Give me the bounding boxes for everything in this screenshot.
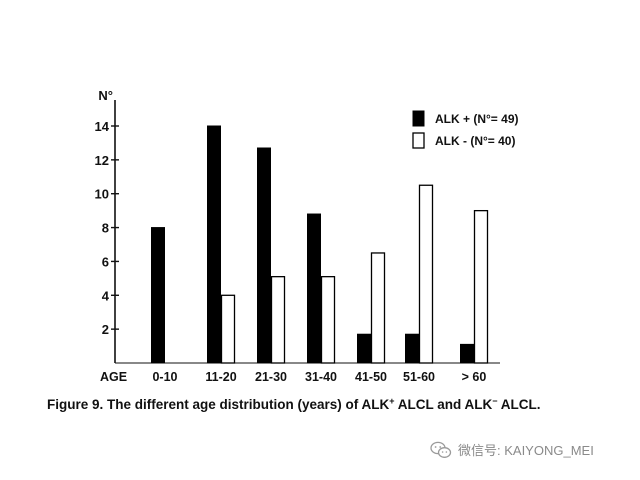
y-tick-label: 6 (102, 254, 109, 269)
x-category-label: 51-60 (403, 370, 435, 384)
bar-alk-positive (151, 227, 165, 364)
legend-label-alk-positive: ALK + (N°= 49) (435, 112, 518, 126)
y-tick-label: 12 (95, 153, 109, 168)
legend-label-alk-negative: ALK - (N°= 40) (435, 134, 515, 148)
x-category-label: 11-20 (205, 370, 236, 384)
y-tick-label: 4 (102, 288, 110, 303)
legend-swatch-alk-positive (412, 110, 425, 127)
figure-caption: Figure 9. The different age distribution… (47, 396, 627, 412)
bar-alk-negative (320, 276, 336, 364)
bar-alk-negative (370, 252, 386, 364)
x-axis-label: AGE (100, 370, 127, 384)
y-axis-label: N° (98, 88, 113, 103)
bar-alk-positive (257, 147, 271, 364)
caption-middle: ALCL and ALK (394, 397, 493, 412)
x-category-label: 31-40 (305, 370, 337, 384)
x-category-label: 41-50 (355, 370, 387, 384)
bar-alk-positive (405, 333, 419, 364)
bar-alk-positive (357, 333, 371, 364)
watermark-text: 微信号: KAIYONG_MEI (458, 443, 594, 458)
bar-alk-negative (270, 276, 286, 364)
y-tick-label: 14 (95, 119, 110, 134)
watermark: 微信号: KAIYONG_MEI (430, 440, 594, 459)
bar-alk-negative (418, 184, 434, 364)
bar-alk-positive (460, 343, 474, 364)
caption-superscript-plus: + (389, 396, 395, 406)
bar-alk-negative (473, 209, 489, 364)
bar-alk-positive (307, 213, 321, 364)
caption-prefix: Figure 9. The different age distribution… (47, 397, 390, 412)
x-category-label: > 60 (462, 370, 487, 384)
caption-superscript-minus: − (492, 396, 498, 406)
wechat-icon (430, 441, 452, 458)
bar-alk-negative (220, 294, 236, 364)
y-tick-label: 8 (102, 221, 109, 236)
legend-swatch-alk-negative (412, 132, 425, 149)
x-category-label: 21-30 (255, 370, 287, 384)
x-category-label: 0-10 (152, 370, 177, 384)
y-tick-label: 10 (95, 187, 109, 202)
bar-alk-positive (207, 125, 221, 364)
caption-suffix: ALCL. (497, 397, 541, 412)
y-tick-label: 2 (102, 322, 109, 337)
